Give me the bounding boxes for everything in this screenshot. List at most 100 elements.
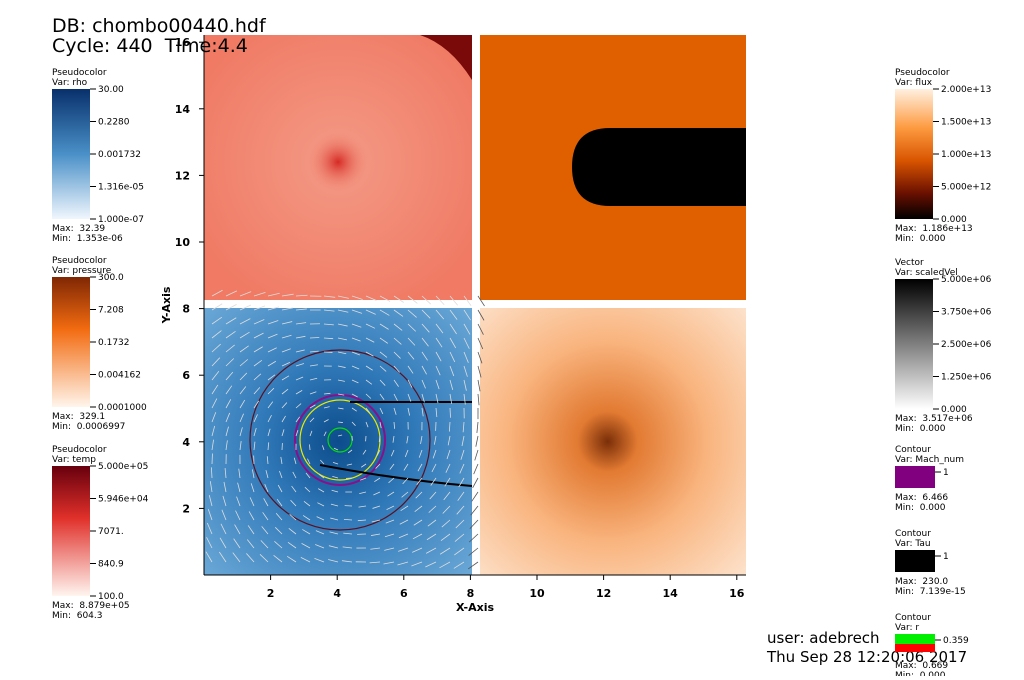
legend-kind: Contour <box>895 613 931 623</box>
rho-spot <box>308 132 368 192</box>
legend-kind: Pseudocolor <box>52 445 107 455</box>
legend-label: 300.0 <box>98 273 124 283</box>
legend-max: Max: 8.879e+05 <box>52 601 130 611</box>
y-tick-label: 14 <box>175 103 191 116</box>
plot-panels <box>204 35 746 575</box>
legend-label: 1 <box>943 552 949 562</box>
legend-min: Min: 1.353e-06 <box>52 234 123 244</box>
y-tick-label: 16 <box>175 36 191 49</box>
legend-label: 2.000e+13 <box>941 85 991 95</box>
legend-label: 7.208 <box>98 306 124 316</box>
legend-label: 5.000e+05 <box>98 462 148 472</box>
legend-label: 0.001732 <box>98 150 141 160</box>
x-tick-label: 8 <box>467 587 475 600</box>
color-bar <box>52 89 90 219</box>
legend-max: Max: 32.39 <box>52 224 105 234</box>
x-tick-label: 12 <box>596 587 611 600</box>
legend-label: 0.1732 <box>98 338 130 348</box>
legend-var: Var: temp <box>52 455 96 465</box>
legend-min: Min: 0.000 <box>895 671 946 676</box>
flux-shadow <box>572 128 746 206</box>
x-tick-label: 4 <box>333 587 341 600</box>
x-tick-label: 16 <box>729 587 745 600</box>
legend-label: 30.00 <box>98 85 124 95</box>
y-axis-label: Y-Axis <box>160 286 173 324</box>
legend-max: Max: 0.669 <box>895 661 948 671</box>
pressure-panel <box>480 308 746 575</box>
legend-var: Var: rho <box>52 78 88 88</box>
contour-swatch <box>895 550 935 572</box>
legend-kind: Contour <box>895 529 931 539</box>
legend-label: 1.500e+13 <box>941 118 991 128</box>
y-tick-label: 2 <box>182 502 190 515</box>
x-tick-label: 10 <box>529 587 545 600</box>
legend-var: Var: r <box>895 623 919 633</box>
vector-arrow <box>472 492 478 501</box>
y-tick-label: 8 <box>182 303 190 316</box>
legend-label: 5.000e+06 <box>941 275 992 285</box>
legend-label: 0.359 <box>943 636 969 646</box>
vector-arrow <box>478 380 480 391</box>
legend-max: Max: 3.517e+06 <box>895 414 973 424</box>
x-tick-label: 14 <box>663 587 679 600</box>
legend-max: Max: 6.466 <box>895 493 948 503</box>
legend-min: Min: 0.000 <box>895 234 946 244</box>
user: user: adebrech <box>767 629 880 647</box>
vector-arrow <box>474 464 478 474</box>
contour-swatch <box>895 466 935 488</box>
legend-kind: Contour <box>895 445 931 455</box>
x-axis-label: X-Axis <box>456 601 495 614</box>
legend-kind: Vector <box>895 258 924 268</box>
legend-var: Var: flux <box>895 78 933 88</box>
legend-min: Min: 0.000 <box>895 424 946 434</box>
color-bar <box>895 89 933 219</box>
legend-max: Max: 329.1 <box>52 412 105 422</box>
x-tick-label: 2 <box>267 587 275 600</box>
vector-arrow <box>476 436 478 447</box>
legend-var: Var: Tau <box>895 539 931 549</box>
legend-min: Min: 0.000 <box>895 503 946 513</box>
legend-label: 2.500e+06 <box>941 340 992 350</box>
cycle-time: Cycle: 440 Time:4.4 <box>52 35 248 57</box>
legend-max: Max: 230.0 <box>895 577 948 587</box>
color-bar <box>52 277 90 407</box>
legend-var: Var: Mach_num <box>895 455 964 465</box>
contour-swatch <box>895 644 935 652</box>
legend-label: 0.0001000 <box>98 403 147 413</box>
legend-label: 840.9 <box>98 560 124 570</box>
color-bar <box>52 466 90 596</box>
legend-kind: Pseudocolor <box>52 256 107 266</box>
vector-arrow <box>473 478 478 488</box>
legend-min: Min: 604.3 <box>52 611 103 621</box>
rho-zoom-panel <box>204 308 472 575</box>
vector-arrow <box>309 444 310 450</box>
legend-label: 3.750e+06 <box>941 308 992 318</box>
legend-label: 1 <box>943 468 949 478</box>
vector-arrow <box>475 450 478 460</box>
legend-kind: Pseudocolor <box>895 68 950 78</box>
vector-arrow <box>450 408 451 418</box>
y-tick-label: 4 <box>182 436 190 449</box>
legend-label: 7071. <box>98 527 124 537</box>
legend-label: 0.004162 <box>98 371 141 381</box>
vector-arrow <box>477 422 478 433</box>
legend-label: 0.2280 <box>98 118 130 128</box>
vector-arrow <box>310 337 319 338</box>
legend-kind: Pseudocolor <box>52 68 107 78</box>
legend-label: 1.316e-05 <box>98 183 144 193</box>
legend-label: 1.000e+13 <box>941 150 991 160</box>
legend-min: Min: 0.0006997 <box>52 422 125 432</box>
legend-label: 5.946e+04 <box>98 495 149 505</box>
vector-arrow <box>478 394 479 405</box>
x-tick-label: 6 <box>400 587 408 600</box>
legend-max: Max: 1.186e+13 <box>895 224 973 234</box>
db-name: DB: chombo00440.hdf <box>52 15 267 37</box>
legend-label: 1.250e+06 <box>941 373 992 383</box>
legend-label: 5.000e+12 <box>941 183 991 193</box>
y-tick-label: 10 <box>175 236 191 249</box>
y-tick-label: 12 <box>175 169 190 182</box>
legend-min: Min: 7.139e-15 <box>895 587 966 597</box>
color-bar <box>895 279 933 409</box>
y-tick-label: 6 <box>182 369 190 382</box>
